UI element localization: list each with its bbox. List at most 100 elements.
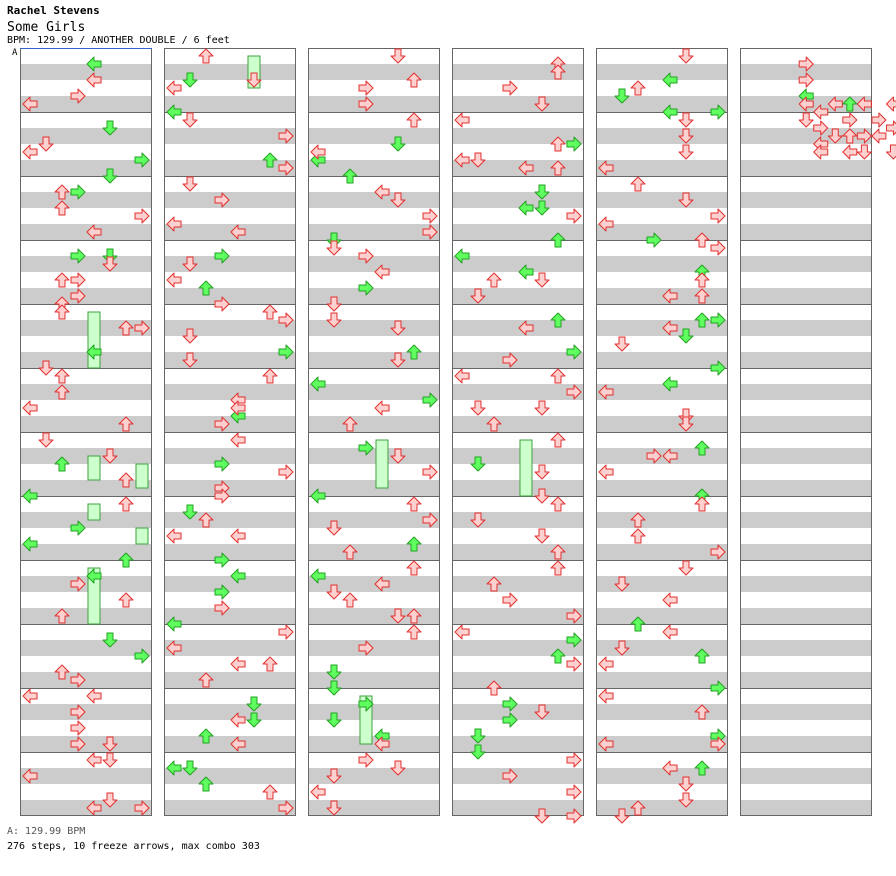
arrow-right-icon: [646, 448, 662, 464]
arrow-right-icon: [358, 280, 374, 296]
arrow-up-icon: [406, 560, 422, 576]
arrow-up-icon: [550, 160, 566, 176]
arrow-down-icon: [534, 464, 550, 480]
arrow-down-icon: [614, 808, 630, 824]
arrow-right-icon: [856, 128, 872, 144]
arrow-down-icon: [182, 760, 198, 776]
arrow-up-icon: [342, 592, 358, 608]
arrow-left-icon: [166, 760, 182, 776]
freeze-bar: [87, 503, 101, 521]
arrow-right-icon: [70, 184, 86, 200]
beat-stripe: [308, 224, 440, 240]
arrow-down-icon: [470, 288, 486, 304]
arrow-down-icon: [534, 704, 550, 720]
beat-stripe: [596, 320, 728, 336]
chart-column-border: [308, 48, 440, 816]
arrow-down-icon: [246, 72, 262, 88]
arrow-left-icon: [662, 288, 678, 304]
arrow-left-icon: [310, 784, 326, 800]
arrow-left-icon: [86, 568, 102, 584]
arrow-down-icon: [390, 48, 406, 64]
arrow-up-icon: [406, 536, 422, 552]
beat-stripe: [452, 128, 584, 144]
arrow-up-icon: [550, 544, 566, 560]
beat-stripe: [596, 256, 728, 272]
arrow-left-icon: [813, 104, 829, 120]
beat-stripe: [740, 160, 872, 176]
chart-column-border: [452, 48, 584, 816]
beat-stripe: [164, 320, 296, 336]
beat-stripe: [308, 320, 440, 336]
arrow-right-icon: [710, 544, 726, 560]
arrow-right-icon: [566, 344, 582, 360]
beat-stripe: [164, 256, 296, 272]
arrow-left-icon: [22, 488, 38, 504]
arrow-right-icon: [214, 248, 230, 264]
beat-stripe: [164, 96, 296, 112]
arrow-left-icon: [310, 568, 326, 584]
arrow-down-icon: [102, 168, 118, 184]
arrow-up-icon: [198, 280, 214, 296]
arrow-left-icon: [230, 568, 246, 584]
arrow-up-icon: [118, 472, 134, 488]
beat-stripe: [164, 800, 296, 816]
arrow-up-icon: [486, 416, 502, 432]
beat-stripe: [20, 640, 152, 656]
arrow-down-icon: [678, 128, 694, 144]
beat-stripe: [20, 672, 152, 688]
arrow-right-icon: [70, 288, 86, 304]
arrow-down-icon: [102, 256, 118, 272]
arrow-up-icon: [550, 432, 566, 448]
arrow-down-icon: [390, 448, 406, 464]
beat-stripe: [452, 192, 584, 208]
arrow-left-icon: [166, 528, 182, 544]
arrow-left-icon: [662, 72, 678, 88]
beat-stripe: [740, 736, 872, 752]
arrow-right-icon: [70, 672, 86, 688]
freeze-bar: [135, 527, 149, 545]
beat-stripe: [164, 416, 296, 432]
arrow-up-icon: [342, 416, 358, 432]
arrow-up-icon: [694, 760, 710, 776]
beat-stripe: [308, 352, 440, 368]
arrow-down-icon: [326, 312, 342, 328]
arrow-up-icon: [550, 64, 566, 80]
arrow-down-icon: [798, 112, 814, 128]
footer-bpm: A: 129.99 BPM: [7, 826, 86, 837]
beat-stripe: [20, 192, 152, 208]
beat-stripe: [452, 448, 584, 464]
beat-stripe: [452, 480, 584, 496]
arrow-down-icon: [614, 576, 630, 592]
arrow-up-icon: [842, 96, 858, 112]
arrow-up-icon: [262, 304, 278, 320]
arrow-left-icon: [454, 624, 470, 640]
beat-stripe: [164, 768, 296, 784]
freeze-bar: [87, 455, 101, 481]
beat-stripe: [452, 352, 584, 368]
freeze-bar: [519, 439, 533, 497]
arrow-up-icon: [406, 344, 422, 360]
arrow-down-icon: [678, 776, 694, 792]
arrow-down-icon: [614, 88, 630, 104]
beat-stripe: [740, 288, 872, 304]
arrow-down-icon: [470, 744, 486, 760]
arrow-down-icon: [678, 416, 694, 432]
arrow-left-icon: [454, 152, 470, 168]
arrow-left-icon: [310, 144, 326, 160]
arrow-up-icon: [550, 136, 566, 152]
arrow-right-icon: [422, 392, 438, 408]
arrow-up-icon: [342, 544, 358, 560]
arrow-left-icon: [798, 96, 814, 112]
arrow-left-icon: [518, 160, 534, 176]
arrow-right-icon: [422, 512, 438, 528]
beat-stripe: [452, 736, 584, 752]
arrow-down-icon: [678, 792, 694, 808]
beat-stripe: [596, 96, 728, 112]
beat-stripe: [164, 736, 296, 752]
arrow-up-icon: [118, 592, 134, 608]
arrow-up-icon: [550, 312, 566, 328]
arrow-left-icon: [230, 656, 246, 672]
arrow-left-icon: [230, 712, 246, 728]
beat-stripe: [740, 768, 872, 784]
arrow-down-icon: [182, 72, 198, 88]
